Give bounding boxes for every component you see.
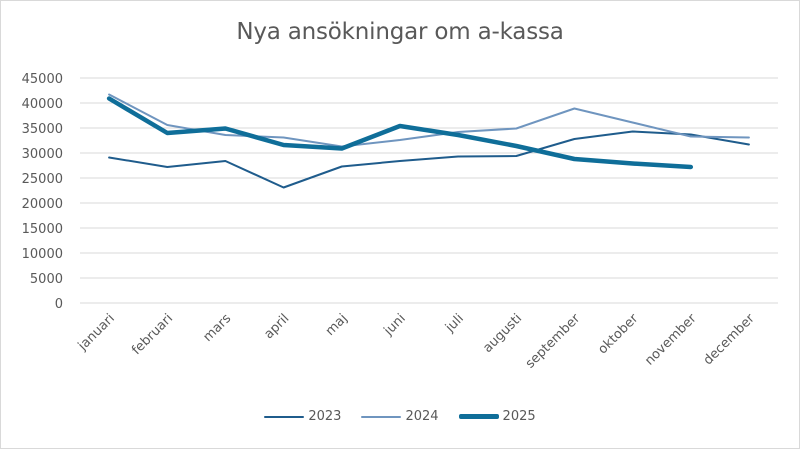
- legend-item-2025: 2025: [458, 409, 536, 424]
- x-tick-label: juni: [381, 311, 409, 339]
- x-tick-label: september: [523, 311, 584, 372]
- legend-swatch-2023: [264, 415, 305, 418]
- chart-legend: 2023 2024 2025: [1, 409, 799, 424]
- y-tick-label: 5000: [30, 272, 63, 287]
- chart-title: Nya ansökningar om a-kassa: [236, 19, 564, 45]
- legend-item-2023: 2023: [264, 409, 341, 424]
- legend-label-2025: 2025: [502, 409, 536, 424]
- series-lines: [106, 93, 750, 189]
- x-tick-label: mars: [200, 311, 234, 345]
- legend-swatch-2025: [458, 414, 499, 419]
- legend-swatch-2024: [361, 415, 402, 418]
- legend-item-2024: 2024: [361, 409, 439, 424]
- x-tick-label: maj: [323, 311, 351, 339]
- y-tick-label: 0: [55, 297, 63, 312]
- series-line-2025: [106, 96, 694, 170]
- x-tick-label: augusti: [480, 311, 525, 356]
- x-tick-label: april: [261, 311, 292, 342]
- x-tick-label: oktober: [595, 311, 642, 358]
- y-tick-label: 20000: [22, 197, 63, 212]
- legend-label-2024: 2024: [405, 409, 439, 424]
- series-line-2023: [108, 130, 750, 189]
- gridlines: [80, 77, 778, 304]
- x-tick-label: februari: [129, 311, 176, 358]
- series-line-2024: [108, 93, 750, 148]
- x-tick-label: november: [642, 311, 700, 369]
- y-tick-label: 35000: [22, 122, 63, 137]
- x-axis-labels: januari februari mars april maj juni juli augus…: [75, 311, 758, 372]
- y-tick-label: 30000: [22, 147, 63, 162]
- x-tick-label: december: [701, 311, 758, 368]
- y-axis-labels: 0 5000 10000 15000 20000 25000 30000 35000 40000…: [22, 72, 63, 312]
- x-tick-label: juli: [442, 311, 467, 336]
- x-tick-label: januari: [75, 311, 118, 354]
- y-tick-label: 40000: [22, 97, 63, 112]
- y-tick-label: 45000: [22, 72, 63, 87]
- y-tick-label: 25000: [22, 172, 63, 187]
- y-tick-label: 15000: [22, 222, 63, 237]
- legend-label-2023: 2023: [308, 409, 342, 424]
- y-tick-label: 10000: [22, 247, 63, 262]
